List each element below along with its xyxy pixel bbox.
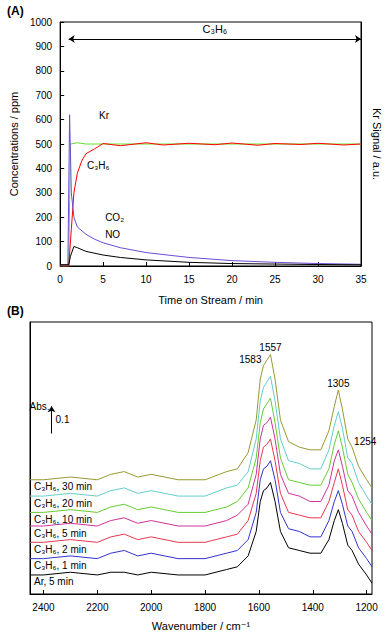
svg-text:25: 25 [269,274,281,285]
svg-text:C₃H₆, 2 min: C₃H₆, 2 min [34,544,87,555]
svg-text:Time on Stream / min: Time on Stream / min [158,294,263,306]
svg-text:Wavenumber / cm⁻¹: Wavenumber / cm⁻¹ [152,620,251,632]
svg-text:Concentrations / ppm: Concentrations / ppm [8,92,20,197]
svg-text:500: 500 [35,139,52,150]
svg-text:100: 100 [35,236,52,247]
svg-text:Ar, 5 min: Ar, 5 min [34,576,73,587]
svg-text:2000: 2000 [140,602,163,613]
svg-text:C₃H₆, 30 min: C₃H₆, 30 min [34,481,92,492]
svg-text:Abs.: Abs. [30,401,50,412]
svg-text:0.1: 0.1 [56,414,70,425]
svg-text:800: 800 [35,65,52,76]
svg-text:15: 15 [184,274,196,285]
svg-text:400: 400 [35,163,52,174]
svg-text:5: 5 [100,274,106,285]
svg-text:(B): (B) [7,304,24,318]
svg-text:1600: 1600 [248,602,271,613]
svg-text:30: 30 [312,274,324,285]
svg-text:C₃H₆, 1 min: C₃H₆, 1 min [34,560,87,571]
svg-text:1254: 1254 [354,436,377,447]
svg-text:1583: 1583 [239,354,262,365]
svg-text:600: 600 [35,114,52,125]
svg-text:0: 0 [47,261,53,272]
svg-text:300: 300 [35,187,52,198]
svg-text:900: 900 [35,41,52,52]
svg-text:C₃H₆: C₃H₆ [202,23,227,35]
svg-text:1200: 1200 [355,602,378,613]
svg-text:1305: 1305 [327,378,350,389]
svg-text:1557: 1557 [259,342,282,353]
svg-text:C₃H₆, 20 min: C₃H₆, 20 min [34,498,92,509]
svg-text:10: 10 [141,274,153,285]
svg-text:2400: 2400 [32,602,55,613]
svg-text:C₃H₆, 5 min: C₃H₆, 5 min [34,528,87,539]
svg-text:Kr Signal / a.u.: Kr Signal / a.u. [371,108,383,180]
svg-text:(A): (A) [7,4,24,18]
svg-text:0: 0 [57,274,63,285]
svg-text:700: 700 [35,90,52,101]
svg-text:20: 20 [227,274,239,285]
svg-text:2200: 2200 [86,602,109,613]
svg-text:200: 200 [35,212,52,223]
svg-text:35: 35 [355,274,367,285]
svg-text:C₃H₆, 10 min: C₃H₆, 10 min [34,514,92,525]
svg-text:C₃H₆: C₃H₆ [87,160,110,171]
svg-text:1000: 1000 [30,17,53,28]
svg-text:Kr: Kr [99,110,110,121]
svg-text:CO₂: CO₂ [105,212,124,223]
svg-text:1800: 1800 [194,602,217,613]
svg-text:1400: 1400 [302,602,325,613]
svg-text:NO: NO [105,229,120,240]
